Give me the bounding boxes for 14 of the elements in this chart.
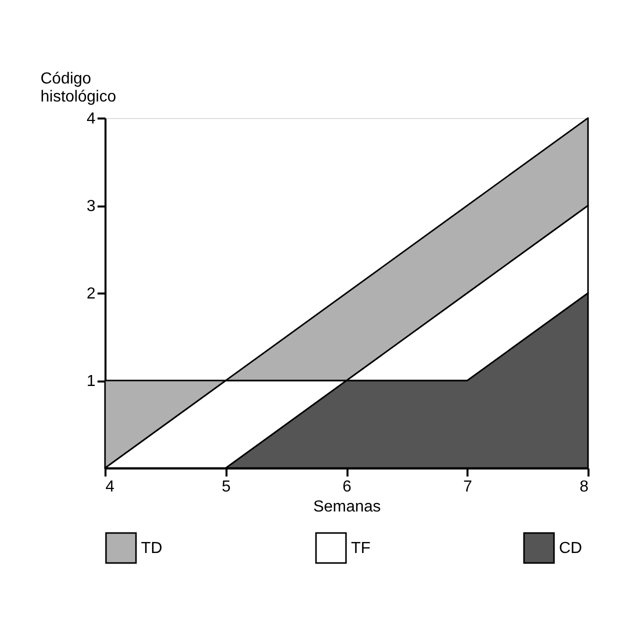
y-tick-label: 4 — [86, 110, 96, 128]
x-tick-label: 6 — [342, 478, 352, 496]
y-tick-label: 1 — [86, 373, 96, 390]
x-tick-label: 4 — [106, 478, 114, 496]
x-tick-label: 5 — [222, 478, 231, 496]
legend-label: TF — [351, 540, 371, 557]
x-tick-label: 7 — [463, 478, 472, 496]
y-axis-title: Código histológico — [40, 70, 116, 106]
y-tick-label: 3 — [86, 198, 96, 215]
x-axis-title: Semanas — [313, 498, 381, 516]
legend-label: TD — [141, 540, 162, 557]
y-tick-label: 2 — [86, 286, 96, 302]
legend-label: CD — [559, 540, 582, 557]
x-tick-label: 8 — [580, 478, 589, 496]
